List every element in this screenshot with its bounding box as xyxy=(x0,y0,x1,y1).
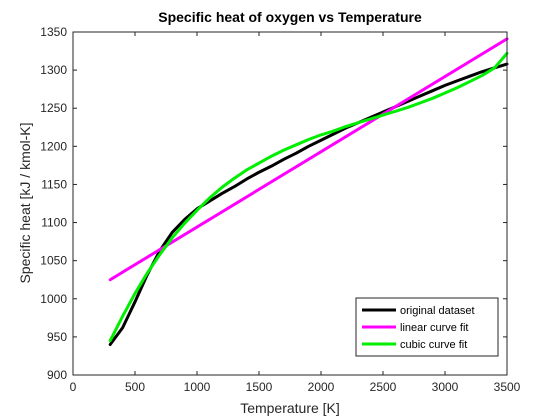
y-tick-label: 1100 xyxy=(41,216,67,230)
legend: original dataset linear curve fit cubic … xyxy=(355,297,499,357)
y-tick-label: 900 xyxy=(47,368,67,382)
y-tick-label: 1300 xyxy=(40,63,67,77)
axes-box xyxy=(72,31,508,376)
y-tick-label: 1250 xyxy=(40,101,67,115)
linear-curve-fit-line xyxy=(108,37,509,282)
x-tick-label: 0 xyxy=(70,380,77,394)
x-tick-label: 1000 xyxy=(184,380,211,394)
x-axis: 0 500 1000 1500 2000 2500 3000 3500 xyxy=(70,32,521,394)
chart-title: Specific heat of oxygen vs Temperature xyxy=(158,9,422,25)
x-tick-label: 2000 xyxy=(308,380,335,394)
y-tick-label: 1150 xyxy=(41,177,67,191)
x-axis-label: Temperature [K] xyxy=(240,400,340,416)
x-tick-label: 1500 xyxy=(246,380,273,394)
y-tick-label: 1050 xyxy=(40,254,67,268)
legend-label-original: original dataset xyxy=(400,305,475,317)
legend-label-linear: linear curve fit xyxy=(400,322,468,334)
x-tick-label: 2500 xyxy=(370,380,397,394)
y-tick-label: 1350 xyxy=(40,25,67,39)
original-dataset-line xyxy=(108,62,509,347)
legend-label-cubic: cubic curve fit xyxy=(400,339,467,351)
x-tick-label: 500 xyxy=(125,380,145,394)
cubic-curve-fit-line xyxy=(108,51,509,343)
x-tick-label: 3000 xyxy=(432,380,459,394)
y-tick-label: 1200 xyxy=(40,139,67,153)
y-axis-label: Specific heat [kJ / kmol-K] xyxy=(17,122,33,283)
y-axis: 900 950 1000 1050 1100 1150 1200 1250 1300 1350 xyxy=(40,25,507,382)
y-tick-label: 1000 xyxy=(40,292,67,306)
x-tick-label: 3500 xyxy=(494,380,521,394)
y-tick-label: 950 xyxy=(47,330,67,344)
series-layer xyxy=(108,37,509,347)
